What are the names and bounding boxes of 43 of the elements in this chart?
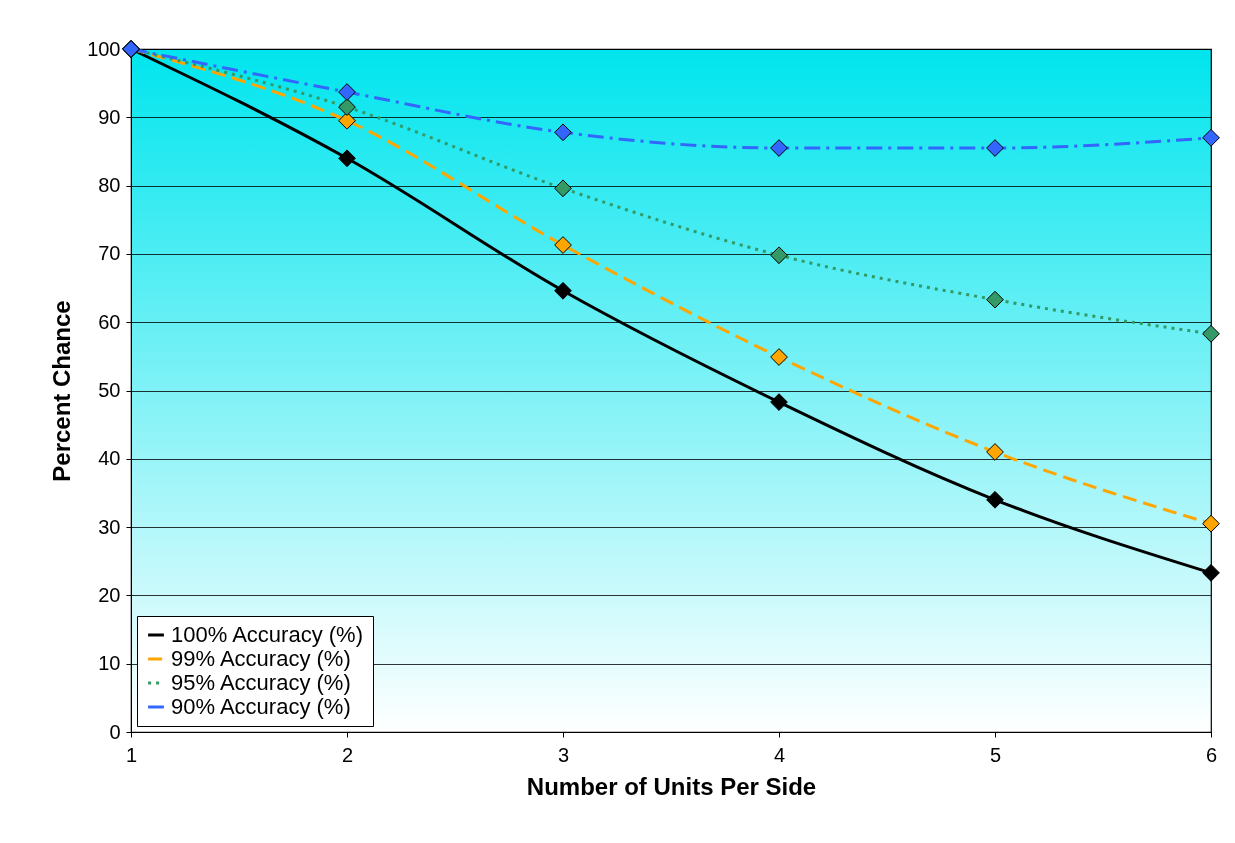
point xyxy=(338,149,356,168)
legend-label: 90% Accuracy (%) xyxy=(171,694,351,719)
point xyxy=(554,179,572,198)
x-tick-label: 5 xyxy=(989,743,1002,766)
x-axis-title: Number of Units Per Side xyxy=(526,772,817,800)
x-tick-label: 6 xyxy=(1205,743,1218,766)
point xyxy=(554,236,572,254)
y-tick-label: 80 xyxy=(98,174,121,197)
y-tick-label: 30 xyxy=(98,515,121,538)
point xyxy=(554,123,572,142)
point xyxy=(770,348,788,366)
point xyxy=(770,393,788,411)
y-tick-label: 0 xyxy=(109,720,121,743)
x-tick-label: 2 xyxy=(341,743,354,766)
point xyxy=(1202,128,1220,147)
point xyxy=(554,281,572,300)
point xyxy=(338,98,356,116)
point xyxy=(338,111,356,130)
legend-label: 95% Accuracy (%) xyxy=(171,670,351,695)
y-tick-label: 90 xyxy=(98,105,121,128)
x-tick-label: 3 xyxy=(557,743,570,766)
y-tick-label: 60 xyxy=(98,310,121,333)
y-tick-label: 40 xyxy=(98,447,121,470)
legend-label: 100% Accuracy (%) xyxy=(171,622,363,647)
y-tick-label: 50 xyxy=(98,379,121,401)
point xyxy=(1202,324,1220,343)
point xyxy=(1202,563,1220,582)
y-tick-label: 20 xyxy=(98,583,121,606)
y-axis-title: Percent Chance xyxy=(48,300,76,482)
x-tick-label: 4 xyxy=(773,743,786,766)
point xyxy=(770,139,788,157)
point xyxy=(986,290,1004,309)
y-tick-label: 10 xyxy=(98,652,121,675)
point xyxy=(986,139,1004,157)
y-tick-label: 70 xyxy=(98,242,121,265)
x-tick-label: 1 xyxy=(125,743,138,766)
point xyxy=(1202,514,1220,533)
y-tick-label: 100 xyxy=(87,37,121,60)
legend-label: 99% Accuracy (%) xyxy=(171,646,351,671)
point xyxy=(986,490,1004,509)
point xyxy=(338,83,356,101)
point xyxy=(986,443,1004,461)
point xyxy=(770,246,788,265)
